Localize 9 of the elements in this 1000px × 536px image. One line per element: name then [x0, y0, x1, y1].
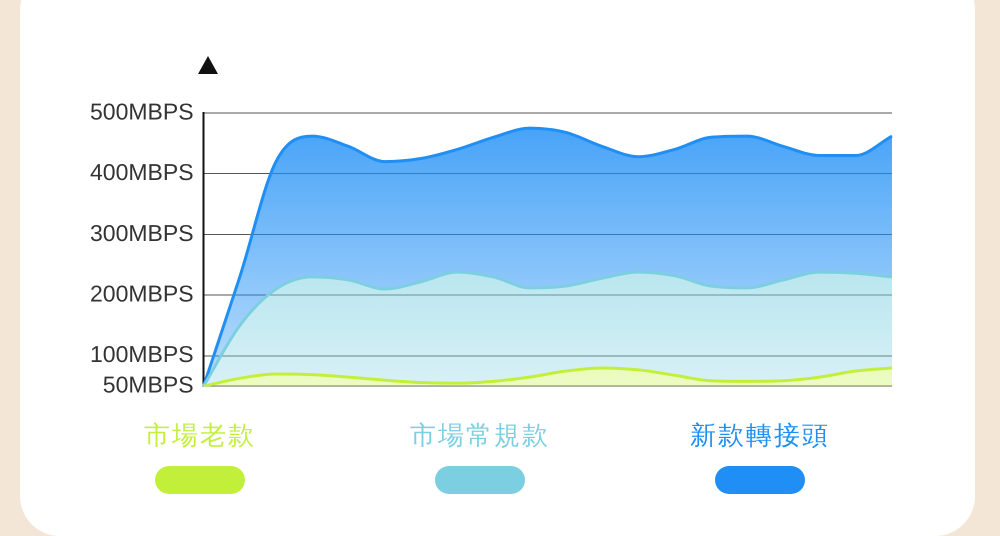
text: 新款轉接頭: [690, 420, 830, 452]
y-tick-label: 200MBPS: [90, 280, 194, 306]
series-label: 市場常規款: [410, 420, 550, 452]
series-label: 市場老款: [144, 420, 256, 452]
y-tick-label: 100MBPS: [90, 341, 194, 368]
y-tick-label: 300MBPS: [90, 220, 194, 246]
y-tick-label: 50MBPS: [102, 372, 194, 398]
y-tick-label: 400MBPS: [90, 159, 194, 186]
y-tick-label: 500MBPS: [90, 98, 194, 124]
